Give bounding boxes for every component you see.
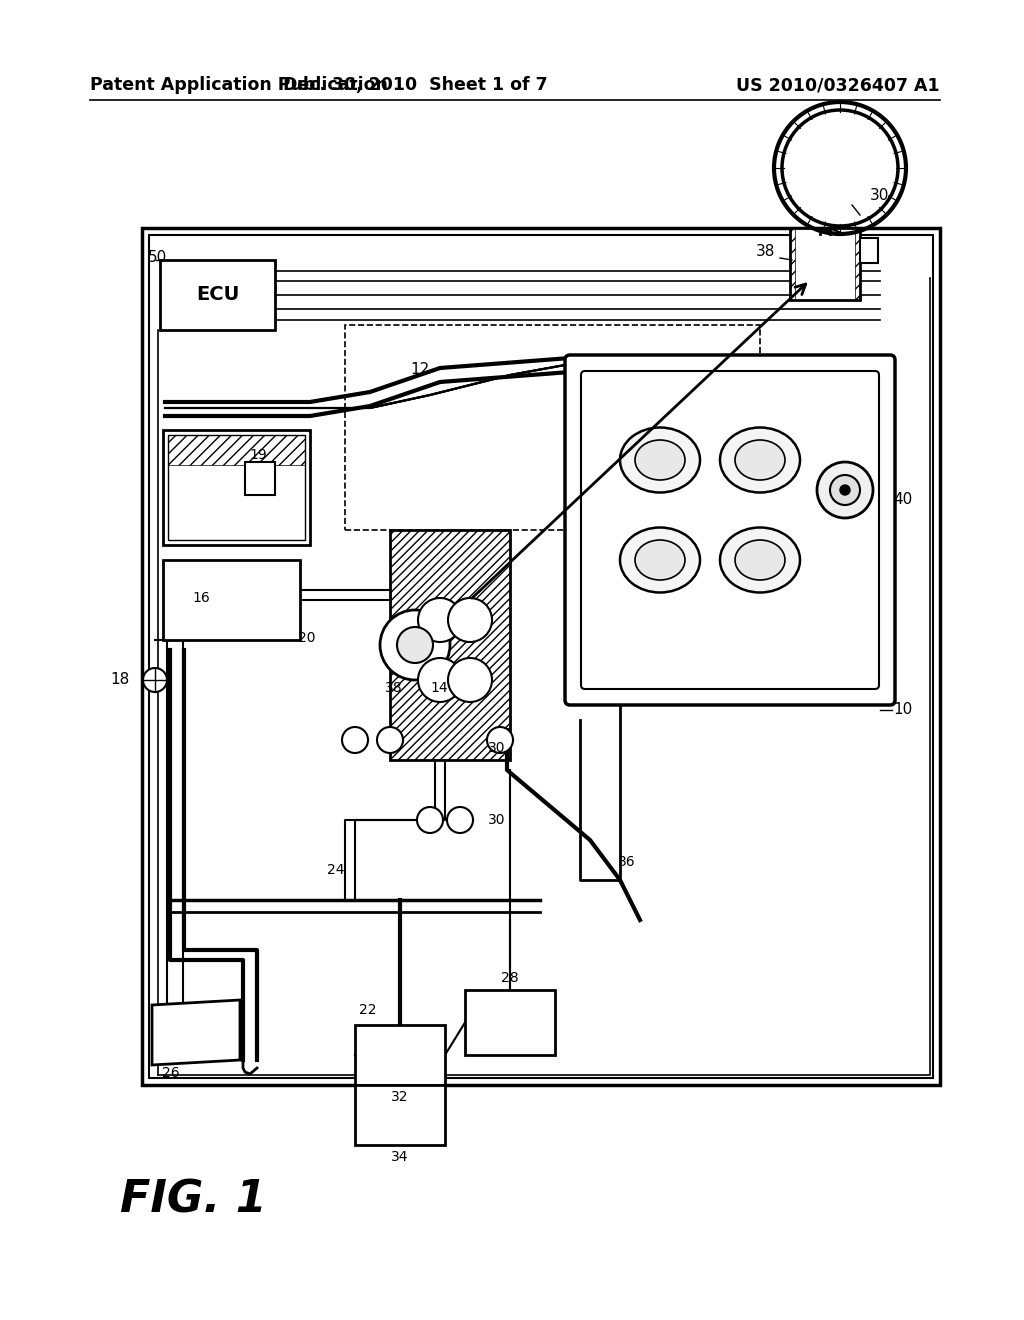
Ellipse shape [735,440,785,480]
Ellipse shape [635,540,685,579]
Text: 38: 38 [385,681,403,696]
Bar [150,235,933,1078]
Bar [790,228,860,300]
Text: 36: 36 [618,855,636,869]
Text: Patent Application Publication: Patent Application Publication [90,77,388,94]
Circle shape [417,807,443,833]
Text: 30: 30 [870,187,890,202]
Circle shape [418,598,462,642]
Bar [142,228,940,1085]
Text: 26: 26 [162,1067,179,1080]
Text: Dec. 30, 2010  Sheet 1 of 7: Dec. 30, 2010 Sheet 1 of 7 [283,77,547,94]
Bar [345,325,760,531]
Bar [465,990,555,1055]
Bar [355,1085,445,1144]
Text: 14: 14 [430,681,447,696]
Ellipse shape [620,428,700,492]
Text: 32: 32 [391,1090,409,1104]
Circle shape [380,610,450,680]
Text: 30: 30 [488,813,506,828]
Text: 16: 16 [193,591,210,605]
Text: ECU: ECU [196,285,240,305]
Text: FIG. 1: FIG. 1 [120,1179,266,1221]
Bar [160,260,275,330]
FancyBboxPatch shape [581,371,879,689]
Circle shape [830,475,860,506]
Text: 38: 38 [756,244,775,260]
Circle shape [817,462,873,517]
Text: 34: 34 [391,1150,409,1164]
Text: 30: 30 [488,741,506,755]
Circle shape [397,627,433,663]
Text: US 2010/0326407 A1: US 2010/0326407 A1 [736,77,940,94]
Ellipse shape [635,440,685,480]
Circle shape [449,657,492,702]
Bar [355,1026,445,1085]
Bar [168,436,305,540]
Bar [163,430,310,545]
Circle shape [449,598,492,642]
Text: 12: 12 [411,363,430,378]
Bar [860,238,878,263]
Text: 24: 24 [328,863,345,876]
Bar [168,436,305,465]
Text: 50: 50 [148,249,167,264]
FancyBboxPatch shape [565,355,895,705]
Ellipse shape [720,428,800,492]
Text: 20: 20 [298,631,315,645]
Text: 19: 19 [249,447,267,462]
Text: 40: 40 [893,492,912,507]
Text: 10: 10 [893,702,912,718]
Bar [390,531,510,760]
Text: 28: 28 [501,972,519,985]
Ellipse shape [620,528,700,593]
Circle shape [418,657,462,702]
Circle shape [447,807,473,833]
Circle shape [487,727,513,752]
Text: 22: 22 [359,1003,377,1016]
Bar [163,560,300,640]
Bar [245,462,275,495]
Circle shape [377,727,403,752]
Circle shape [143,668,167,692]
Circle shape [342,727,368,752]
Bar [855,228,860,300]
Bar [790,228,795,300]
Circle shape [782,110,898,226]
Polygon shape [152,1001,240,1065]
Text: 18: 18 [111,672,130,688]
Circle shape [840,484,850,495]
Ellipse shape [735,540,785,579]
Ellipse shape [720,528,800,593]
